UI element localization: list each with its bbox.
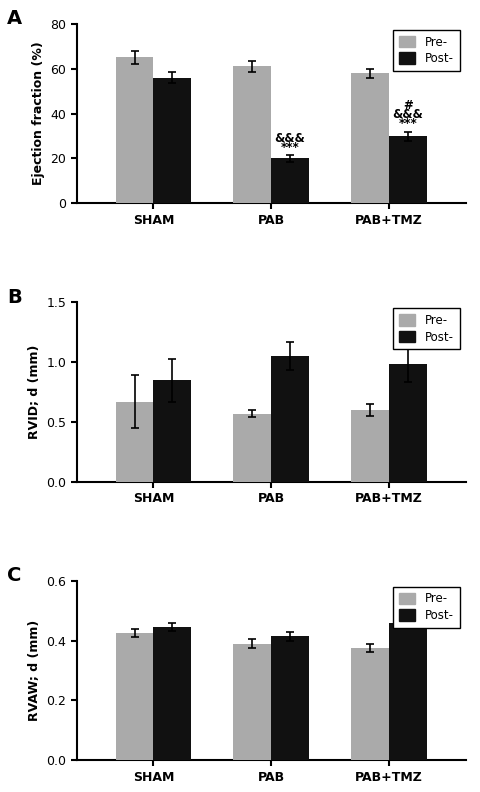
Text: &&&: &&& xyxy=(393,109,423,121)
Bar xyxy=(389,623,427,760)
Bar xyxy=(271,636,309,760)
Bar xyxy=(389,364,427,482)
Bar xyxy=(271,158,309,204)
Bar xyxy=(351,73,389,204)
Bar xyxy=(389,136,427,204)
Legend: Pre-, Post-: Pre-, Post- xyxy=(393,587,460,628)
Bar xyxy=(116,58,154,204)
Text: B: B xyxy=(7,287,22,307)
Bar xyxy=(116,633,154,760)
Bar xyxy=(233,644,271,760)
Text: C: C xyxy=(7,566,21,585)
Y-axis label: RVAW; d (mm): RVAW; d (mm) xyxy=(28,620,41,722)
Text: ***: *** xyxy=(281,141,300,154)
Bar xyxy=(154,78,191,204)
Text: #: # xyxy=(403,100,413,112)
Bar xyxy=(154,627,191,760)
Bar xyxy=(233,67,271,204)
Text: ***: *** xyxy=(398,117,417,131)
Bar xyxy=(233,413,271,482)
Text: A: A xyxy=(7,10,22,29)
Legend: Pre-, Post-: Pre-, Post- xyxy=(393,308,460,349)
Bar xyxy=(116,402,154,482)
Bar xyxy=(271,356,309,482)
Text: &&&: &&& xyxy=(275,132,305,145)
Bar xyxy=(351,410,389,482)
Y-axis label: Ejection fraction (%): Ejection fraction (%) xyxy=(32,42,45,185)
Text: *: * xyxy=(405,604,411,618)
Y-axis label: RVID; d (mm): RVID; d (mm) xyxy=(28,345,41,440)
Legend: Pre-, Post-: Pre-, Post- xyxy=(393,29,460,71)
Bar xyxy=(154,380,191,482)
Bar xyxy=(351,648,389,760)
